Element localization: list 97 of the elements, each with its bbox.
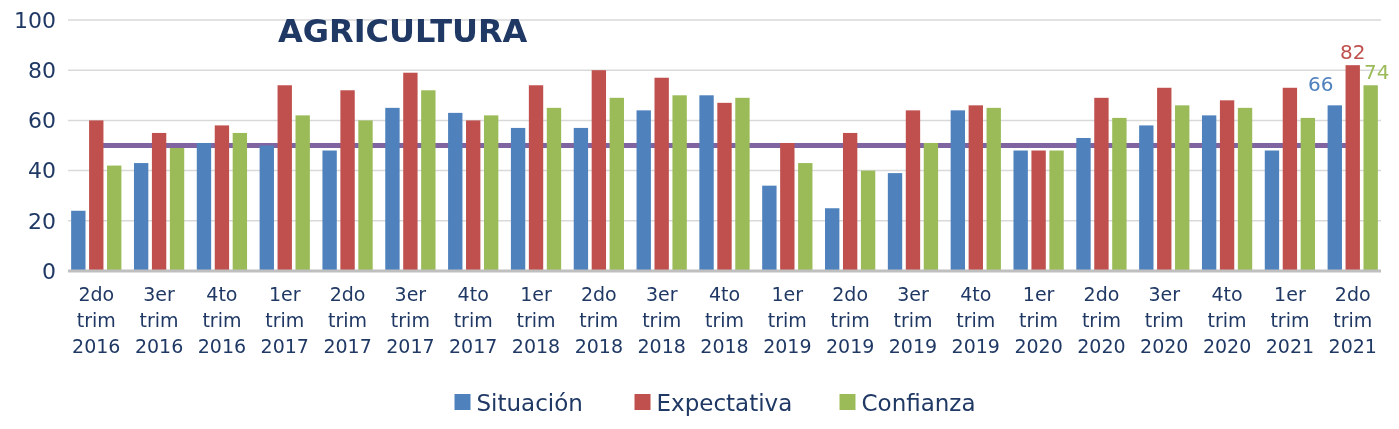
bar: [1031, 150, 1046, 271]
bar: [842, 132, 858, 271]
bar: [133, 163, 149, 271]
x-tick-label: 1er trim 2021: [1265, 283, 1315, 357]
legend-label: Confianza: [861, 390, 976, 417]
bar: [421, 90, 436, 271]
bar: [887, 173, 903, 271]
bar: [232, 132, 248, 271]
bar: [1264, 150, 1280, 271]
bar: [1327, 105, 1342, 271]
bar: [1094, 97, 1109, 271]
bar: [358, 120, 373, 271]
bar: [672, 95, 687, 271]
bar: [1345, 65, 1360, 271]
bar: [780, 142, 795, 271]
bar: [609, 97, 624, 271]
bar: [1049, 150, 1064, 271]
x-tick-label: 3er trim 2018: [637, 283, 686, 357]
data-label: 66: [1308, 72, 1334, 97]
bar: [717, 102, 732, 271]
x-tick-label: 2do trim 2018: [574, 283, 624, 357]
chart-title: AGRICULTURA: [278, 12, 528, 50]
x-tick-label: 4to trim 2016: [197, 283, 247, 357]
bar: [448, 112, 463, 271]
bar: [986, 107, 1001, 271]
bar: [277, 85, 292, 271]
bar: [1013, 150, 1028, 271]
x-tick-label: 2do trim 2016: [72, 283, 121, 357]
bar: [1157, 87, 1172, 271]
x-tick-label: 4to trim 2019: [951, 283, 1000, 357]
y-tick-label: 100: [14, 7, 56, 33]
bar: [1076, 137, 1091, 271]
bar: [1282, 87, 1298, 271]
bar: [466, 120, 481, 271]
x-tick-label: 3er trim 2019: [888, 283, 938, 357]
bar: [295, 115, 310, 271]
y-tick-label: 0: [42, 258, 56, 284]
y-tick-label: 60: [28, 108, 56, 134]
bar: [403, 72, 418, 271]
bar: [1237, 107, 1253, 271]
bar: [860, 170, 876, 271]
x-tick-label: 1er trim 2017: [260, 283, 309, 357]
bar: [573, 127, 589, 271]
x-tick-label: 3er trim 2017: [386, 283, 435, 357]
bar: [968, 105, 983, 271]
bar: [923, 142, 939, 271]
bar: [151, 132, 167, 271]
bar: [385, 107, 400, 271]
bar: [1139, 125, 1154, 271]
bar: [483, 115, 499, 271]
data-label: 82: [1340, 40, 1366, 65]
x-tick-label: 3er trim 2016: [134, 283, 184, 357]
bar: [89, 120, 104, 271]
bar: [546, 107, 562, 271]
bar: [214, 125, 230, 271]
legend-label: Situación: [476, 390, 583, 417]
x-tick-label: 1er trim 2019: [763, 283, 812, 357]
bar: [1112, 117, 1127, 271]
bar: [259, 145, 274, 271]
bar: [762, 185, 777, 271]
bar: [591, 70, 607, 271]
bar: [699, 95, 714, 271]
legend-label: Expectativa: [656, 390, 793, 417]
bar: [107, 165, 122, 271]
bar: [950, 110, 966, 271]
bar: [905, 110, 921, 271]
x-tick-label: 4to trim 2017: [449, 283, 498, 357]
bar: [169, 148, 185, 271]
y-tick-label: 40: [28, 158, 56, 184]
bar: [1363, 85, 1378, 271]
x-tick-label: 3er trim 2020: [1140, 283, 1189, 357]
bar: [798, 163, 813, 271]
bar: [654, 77, 669, 271]
bar: [636, 110, 651, 271]
y-tick-label: 80: [28, 57, 56, 83]
bar: [528, 85, 544, 271]
bar: [1175, 105, 1190, 271]
bar: [196, 142, 212, 271]
x-tick-label: 4to trim 2020: [1202, 283, 1252, 357]
x-tick-label: 1er trim 2018: [511, 283, 561, 357]
bar: [71, 210, 86, 271]
bar: [825, 208, 840, 271]
bar: [340, 90, 355, 271]
x-tick-label: 2do trim 2019: [825, 283, 875, 357]
bar: [1219, 100, 1235, 271]
bar: [1300, 117, 1316, 271]
y-tick-label: 20: [28, 208, 56, 234]
bar: [322, 150, 337, 271]
x-tick-label: 2do trim 2020: [1077, 283, 1126, 357]
bar: [1201, 115, 1217, 271]
x-tick-label: 1er trim 2020: [1014, 283, 1063, 357]
x-tick-label: 4to trim 2018: [700, 283, 749, 357]
x-tick-label: 2do trim 2017: [323, 283, 372, 357]
bar: [735, 97, 750, 271]
bar: [510, 127, 526, 271]
data-label: 74: [1363, 60, 1390, 85]
x-tick-label: 2do trim 2021: [1328, 283, 1377, 357]
